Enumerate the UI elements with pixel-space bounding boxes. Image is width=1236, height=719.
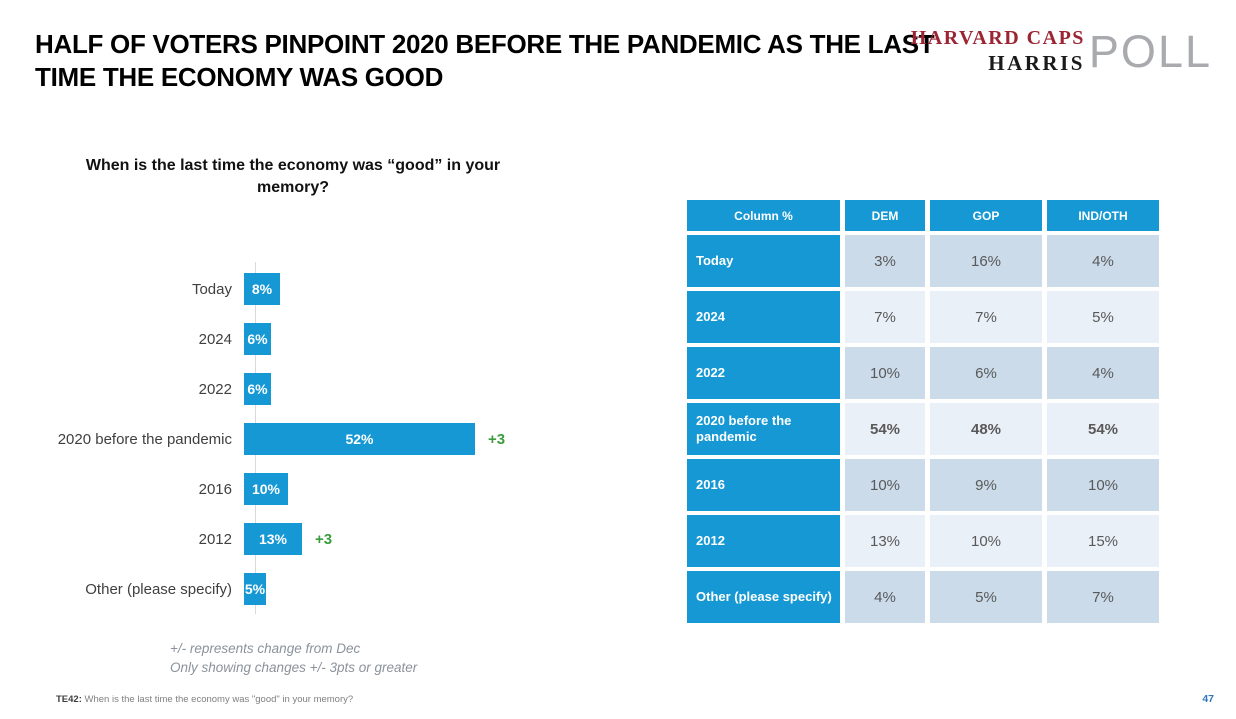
- bar-track: 8%: [244, 273, 280, 305]
- harvard-harris-poll-logo: HARVARD CAPS HARRIS POLL: [911, 27, 1212, 76]
- table-header-cell: IND/OTH: [1047, 200, 1159, 231]
- table-cell: 10%: [845, 347, 925, 399]
- table-cell: 54%: [1047, 403, 1159, 455]
- bar-delta-label: +3: [488, 430, 506, 448]
- table-cell: 10%: [845, 459, 925, 511]
- table-cell: 48%: [930, 403, 1042, 455]
- chart-footnotes: +/- represents change from Dec Only show…: [170, 639, 417, 677]
- crosstab-grid: Column % DEM GOP IND/OTH Today 3% 16% 4% 2024 7% 7…: [687, 200, 1159, 623]
- bar-value-label: 52%: [345, 431, 374, 447]
- table-row-label: 2022: [687, 347, 840, 399]
- table-row-label: Today: [687, 235, 840, 287]
- crosstab-table: Column % DEM GOP IND/OTH Today 3% 16% 4% 2024 7% 7…: [687, 200, 1159, 623]
- bar-category-label: 2016: [198, 480, 232, 498]
- question-footnote: TE42: When is the last time the economy …: [56, 694, 353, 705]
- table-cell: 54%: [845, 403, 925, 455]
- bar-track: 5%: [244, 573, 266, 605]
- question-code: TE42:: [56, 694, 82, 705]
- bar: 6%: [244, 323, 271, 355]
- table-cell: 7%: [1047, 571, 1159, 623]
- table-cell: 6%: [930, 347, 1042, 399]
- table-cell: 5%: [1047, 291, 1159, 343]
- table-cell: 7%: [930, 291, 1042, 343]
- logo-poll: POLL: [1088, 25, 1212, 77]
- bar-value-label: 8%: [251, 281, 273, 297]
- table-cell: 10%: [930, 515, 1042, 567]
- bar-category-label: Today: [191, 280, 232, 298]
- page-title: HALF OF VOTERS PINPOINT 2020 BEFORE THE …: [35, 29, 935, 92]
- table-cell: 15%: [1047, 515, 1159, 567]
- table-header-cell: GOP: [930, 200, 1042, 231]
- bar-value-label: 5%: [244, 581, 266, 597]
- bar-track: 13% +3: [244, 523, 332, 555]
- table-row-label: 2016: [687, 459, 840, 511]
- bar-track: 6%: [244, 323, 271, 355]
- table-cell: 10%: [1047, 459, 1159, 511]
- bar-value-label: 6%: [247, 331, 268, 347]
- bar-category-label: 2022: [198, 380, 232, 398]
- table-cell: 4%: [1047, 347, 1159, 399]
- chart-row: 2022 6%: [44, 364, 584, 414]
- table-row-label: 2020 before the pandemic: [687, 403, 840, 455]
- bar: 8%: [244, 273, 280, 305]
- logo-text-block: HARVARD CAPS HARRIS: [911, 27, 1085, 76]
- table-row-label: Other (please specify): [687, 571, 840, 623]
- page-number: 47: [1202, 693, 1214, 705]
- logo-harris: HARRIS: [988, 51, 1085, 75]
- bar: 5%: [244, 573, 266, 605]
- table-cell: 4%: [845, 571, 925, 623]
- table-header-cell: DEM: [845, 200, 925, 231]
- table-cell: 3%: [845, 235, 925, 287]
- bar: 6%: [244, 373, 271, 405]
- bar: 10%: [244, 473, 288, 505]
- bar-chart-rows: Today 8% 2024 6% 2022 6% 2020 before the pande…: [44, 264, 584, 614]
- table-header-column-pct: Column %: [687, 200, 840, 231]
- footnote-line-1: +/- represents change from Dec: [170, 641, 361, 656]
- bar: 52%: [244, 423, 475, 455]
- bar-delta-label: +3: [315, 530, 333, 548]
- table-cell: 5%: [930, 571, 1042, 623]
- bar-value-label: 13%: [258, 531, 288, 547]
- question-text: When is the last time the economy was "g…: [84, 694, 354, 705]
- bar-category-label: 2012: [198, 530, 232, 548]
- footnote-line-2: Only showing changes +/- 3pts or greater: [170, 660, 418, 676]
- table-cell: 7%: [845, 291, 925, 343]
- bar-track: 6%: [244, 373, 271, 405]
- table-cell: 4%: [1047, 235, 1159, 287]
- chart-row: Today 8%: [44, 264, 584, 314]
- table-cell: 13%: [845, 515, 925, 567]
- bar-track: 52% +3: [244, 423, 505, 455]
- chart-row: 2020 before the pandemic 52% +3: [44, 414, 584, 464]
- bar-category-label: 2024: [198, 330, 232, 348]
- logo-harvard-caps: HARVARD CAPS: [910, 27, 1085, 49]
- bar-track: 10%: [244, 473, 288, 505]
- chart-row: 2012 13% +3: [44, 514, 584, 564]
- chart-row: 2024 6%: [44, 314, 584, 364]
- table-cell: 16%: [930, 235, 1042, 287]
- chart-row: 2016 10%: [44, 464, 584, 514]
- bar-category-label: Other (please specify): [85, 580, 232, 598]
- bar-value-label: 6%: [247, 381, 268, 397]
- chart-title: When is the last time the economy was “g…: [85, 157, 501, 197]
- table-cell: 9%: [930, 459, 1042, 511]
- bar-value-label: 10%: [251, 481, 281, 497]
- bar: 13%: [244, 523, 302, 555]
- table-row-label: 2012: [687, 515, 840, 567]
- table-row-label: 2024: [687, 291, 840, 343]
- chart-row: Other (please specify) 5%: [44, 564, 584, 614]
- bar-category-label: 2020 before the pandemic: [57, 430, 232, 448]
